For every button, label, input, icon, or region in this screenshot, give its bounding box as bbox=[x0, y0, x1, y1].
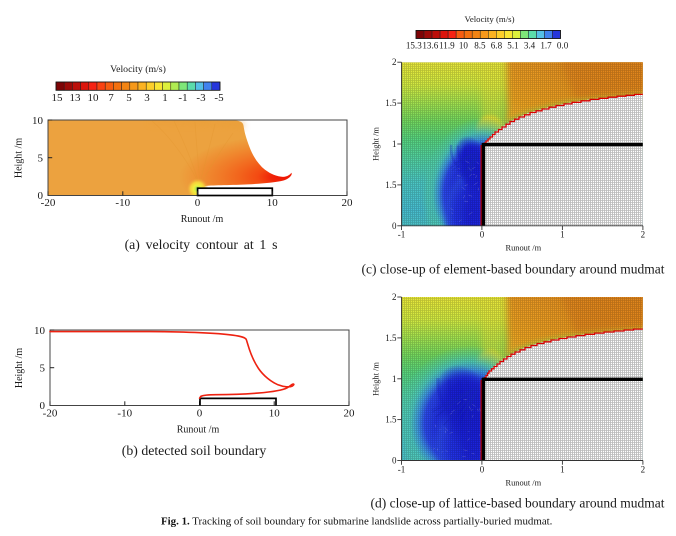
svg-text:Runout /m: Runout /m bbox=[181, 214, 224, 225]
svg-text:2: 2 bbox=[641, 464, 646, 474]
svg-text:-1: -1 bbox=[178, 92, 187, 104]
svg-text:7: 7 bbox=[108, 92, 114, 104]
svg-text:3: 3 bbox=[144, 92, 150, 104]
svg-text:2: 2 bbox=[392, 57, 397, 67]
svg-text:10: 10 bbox=[269, 408, 281, 420]
svg-text:1: 1 bbox=[162, 92, 168, 104]
svg-text:Velocity (m/s): Velocity (m/s) bbox=[464, 14, 514, 24]
svg-text:2: 2 bbox=[392, 292, 397, 302]
svg-text:1: 1 bbox=[560, 230, 565, 240]
svg-text:0: 0 bbox=[480, 464, 485, 474]
svg-text:5.1: 5.1 bbox=[507, 40, 518, 50]
svg-text:-20: -20 bbox=[41, 197, 56, 209]
svg-text:-10: -10 bbox=[117, 408, 132, 420]
svg-text:Runout /m: Runout /m bbox=[505, 244, 541, 253]
svg-text:(b) detected soil boundary: (b) detected soil boundary bbox=[122, 443, 267, 459]
svg-text:-1: -1 bbox=[398, 230, 406, 240]
svg-text:10: 10 bbox=[34, 325, 46, 337]
svg-text:0: 0 bbox=[40, 400, 46, 412]
svg-text:(d) close-up of lattice-based: (d) close-up of lattice-based boundary a… bbox=[371, 495, 665, 510]
svg-text:Height /m: Height /m bbox=[14, 348, 25, 388]
svg-text:Runout /m: Runout /m bbox=[177, 425, 220, 436]
svg-text:10: 10 bbox=[459, 40, 469, 50]
svg-text:11.9: 11.9 bbox=[439, 40, 455, 50]
svg-text:15: 15 bbox=[52, 92, 64, 104]
svg-text:5: 5 bbox=[38, 152, 44, 164]
svg-text:0: 0 bbox=[392, 221, 397, 231]
svg-text:-20: -20 bbox=[43, 408, 58, 420]
svg-text:Runout /m: Runout /m bbox=[505, 478, 541, 487]
svg-text:(a) velocity contour at 1 s: (a) velocity contour at 1 s bbox=[125, 237, 278, 253]
svg-text:Velocity (m/s): Velocity (m/s) bbox=[110, 64, 166, 75]
svg-text:1: 1 bbox=[392, 374, 397, 384]
svg-text:10: 10 bbox=[32, 115, 44, 127]
svg-text:20: 20 bbox=[344, 408, 356, 420]
svg-text:13: 13 bbox=[70, 92, 82, 104]
svg-text:Height /m: Height /m bbox=[372, 362, 381, 396]
svg-text:Height /m: Height /m bbox=[372, 127, 381, 161]
svg-text:6.8: 6.8 bbox=[491, 40, 503, 50]
svg-text:5: 5 bbox=[40, 362, 46, 374]
svg-text:10: 10 bbox=[267, 197, 279, 209]
svg-text:20: 20 bbox=[342, 197, 354, 209]
svg-text:15.3: 15.3 bbox=[406, 40, 422, 50]
svg-text:-10: -10 bbox=[115, 197, 130, 209]
svg-text:Fig. 1. Tracking of soil bound: Fig. 1. Tracking of soil boundary for su… bbox=[161, 515, 552, 527]
svg-text:3.4: 3.4 bbox=[524, 40, 536, 50]
svg-text:10: 10 bbox=[88, 92, 100, 104]
svg-text:0.0: 0.0 bbox=[557, 40, 569, 50]
svg-text:(c) close-up of element-based: (c) close-up of element-based boundary a… bbox=[362, 261, 665, 276]
svg-text:1: 1 bbox=[560, 464, 565, 474]
svg-text:1: 1 bbox=[392, 139, 397, 149]
svg-text:13.6: 13.6 bbox=[422, 40, 438, 50]
svg-text:1.7: 1.7 bbox=[540, 40, 552, 50]
svg-text:0: 0 bbox=[480, 230, 485, 240]
svg-text:-3: -3 bbox=[196, 92, 206, 104]
svg-text:0: 0 bbox=[195, 197, 201, 209]
svg-text:1.5: 1.5 bbox=[385, 180, 397, 190]
svg-text:Height /m: Height /m bbox=[14, 138, 25, 178]
svg-text:-1: -1 bbox=[398, 464, 406, 474]
svg-text:5: 5 bbox=[126, 92, 132, 104]
svg-text:1.5: 1.5 bbox=[385, 98, 397, 108]
svg-text:0: 0 bbox=[197, 408, 203, 420]
svg-text:0: 0 bbox=[392, 456, 397, 466]
svg-text:2: 2 bbox=[641, 230, 646, 240]
svg-text:1.5: 1.5 bbox=[385, 333, 397, 343]
svg-text:1.5: 1.5 bbox=[385, 415, 397, 425]
svg-text:-5: -5 bbox=[214, 92, 224, 104]
svg-text:8.5: 8.5 bbox=[474, 40, 486, 50]
svg-text:0: 0 bbox=[38, 190, 44, 202]
